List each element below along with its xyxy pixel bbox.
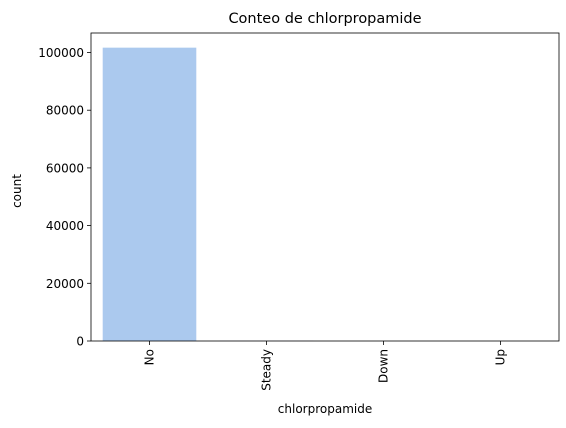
x-tick-label: Steady	[260, 349, 274, 391]
x-axis-ticks: No Steady Down Up	[143, 341, 508, 391]
y-tick-label: 40000	[46, 219, 84, 233]
bar-no	[102, 47, 197, 342]
y-axis-label: count	[10, 174, 24, 208]
x-tick-label: No	[143, 349, 157, 365]
y-axis-ticks: 0 20000 40000 60000 80000 100000	[38, 46, 91, 349]
y-tick-label: 0	[76, 335, 84, 349]
y-tick-label: 60000	[46, 161, 84, 175]
x-tick-label: Up	[494, 349, 508, 365]
y-tick-label: 80000	[46, 104, 84, 118]
x-axis-label: chlorpropamide	[278, 402, 372, 416]
bars-group	[102, 47, 548, 342]
y-tick-label: 20000	[46, 277, 84, 291]
x-tick-label: Down	[377, 349, 391, 383]
plot-frame	[90, 32, 560, 342]
y-tick-label: 100000	[38, 46, 84, 60]
chart-title: Conteo de chlorpropamide	[228, 11, 421, 27]
